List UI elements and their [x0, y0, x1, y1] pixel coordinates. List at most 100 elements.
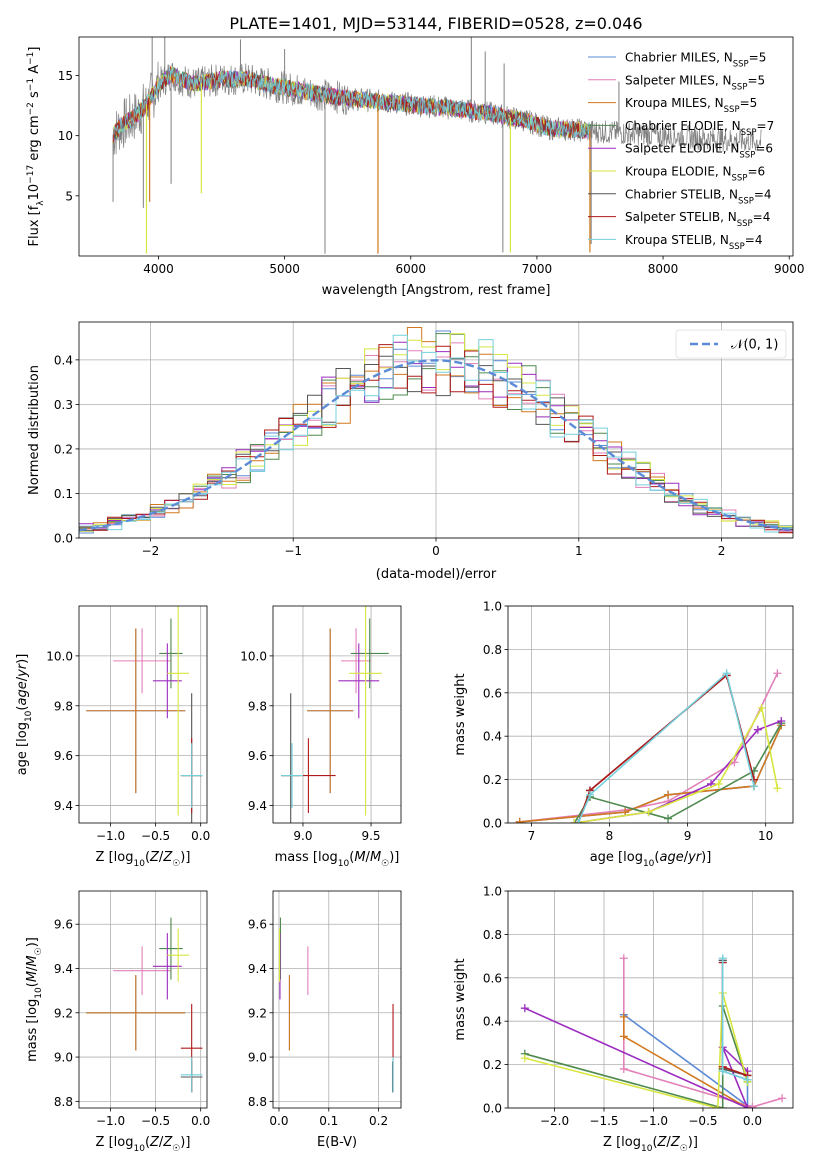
residual-panel: −2 −1 0 1 2 0.0 0.1 0.2 0.3 0.4 (data-model)/error… [27, 321, 794, 582]
y-tick-label: 9.6 [248, 918, 267, 932]
legend-label-chabrier_miles: Chabrier MILES, NSSP=5 [625, 51, 766, 70]
marker-salpeter_miles [619, 1064, 628, 1073]
x-tick-label: −1.0 [639, 1114, 668, 1128]
marker-kroupa_elodie [757, 703, 766, 712]
x-tick-label: 9 [684, 829, 692, 843]
legend-label-salpeter_miles: Salpeter MILES, NSSP=5 [625, 73, 765, 92]
marker-kroupa_stelib [743, 1075, 752, 1084]
y-tick-label: 9.6 [54, 918, 73, 932]
y-tick-label: 9.2 [248, 1006, 267, 1020]
y-tick-label: 0.6 [483, 686, 502, 700]
legend-box [675, 329, 787, 359]
axes-frame [78, 605, 208, 824]
y-tick-label: 10.0 [240, 649, 267, 663]
x-tick-label: 9.5 [361, 829, 380, 843]
y-tick-label: 9.4 [248, 799, 267, 813]
marker-kroupa_miles [664, 790, 673, 799]
panel-age-vs-Z: −1.0 −0.5 0.0 9.4 9.6 9.8 10.0 Z [log10(Z/Z☉)] a… [15, 605, 210, 869]
legend-label-chabrier_stelib: Chabrier STELIB, NSSP=4 [625, 187, 772, 206]
x-tick-label: 0.2 [369, 1114, 388, 1128]
y-tick-label: 10 [58, 129, 73, 143]
spectrum-lines [112, 37, 762, 254]
y-tick-label: 0.4 [483, 1015, 502, 1029]
y-tick-label: 9.6 [248, 749, 267, 763]
y-tick-label: 0.0 [483, 817, 502, 831]
errorbars [86, 917, 203, 1093]
y-tick-label: 9.8 [54, 699, 73, 713]
series-salpeter_elodie [524, 1007, 749, 1108]
y-tick-label: 5 [65, 189, 73, 203]
y-tick-label: 0.2 [483, 1058, 502, 1072]
panel-age-vs-mass: 9.0 9.5 9.4 9.6 9.8 10.0 mass [log10(M/M☉)] [240, 605, 402, 869]
marker-kroupa_elodie [713, 1104, 722, 1108]
x-tick-label: 8 [606, 829, 614, 843]
axes-frame [78, 36, 794, 257]
marker-salpeter_miles [619, 954, 628, 963]
x-axis-label: Z [log10(Z/Z☉)] [96, 1135, 191, 1154]
marker-kroupa_stelib [722, 669, 731, 678]
legend-label-kroupa_stelib: Kroupa STELIB, NSSP=4 [625, 233, 763, 252]
y-axis-label: Normed distribution [27, 365, 42, 495]
histogram-steps [79, 327, 793, 534]
y-tick-label: 0.2 [54, 442, 73, 456]
x-axis-label: wavelength [Angstrom, rest frame] [322, 283, 551, 298]
y-axis-label: mass [log10(M/M☉)] [25, 937, 44, 1062]
y-tick-label: 0.2 [483, 773, 502, 787]
y-tick-label: 0.4 [54, 353, 73, 367]
marker-kroupa_stelib [749, 782, 758, 791]
x-axis-label: Z [log10(Z/Z☉)] [603, 1135, 698, 1154]
marker-salpeter_elodie [753, 725, 762, 734]
axes-frame [507, 890, 794, 1109]
y-tick-label: 15 [58, 69, 73, 83]
x-tick-label: 7 [528, 829, 536, 843]
errorbars [278, 917, 394, 1093]
y-tick-label: 0.8 [483, 643, 502, 657]
y-tick-label: 8.8 [54, 1095, 73, 1109]
panels-layer: 4000 5000 6000 7000 8000 900051015wavelength … [15, 36, 804, 1154]
marker-salpeter_miles [773, 669, 782, 678]
y-tick-label: 0.4 [483, 730, 502, 744]
x-tick-label: 9.0 [293, 829, 312, 843]
x-tick-label: −0.5 [141, 1114, 170, 1128]
legend-label-salpeter_stelib: Salpeter STELIB, NSSP=4 [625, 210, 770, 229]
y-tick-label: 9.0 [248, 1051, 267, 1065]
y-tick-label: 0.1 [54, 487, 73, 501]
marker-kroupa_elodie [644, 808, 653, 817]
x-axis-label: (data-model)/error [376, 567, 497, 582]
marker-kroupa_stelib [718, 954, 727, 963]
y-tick-label: 1.0 [483, 600, 502, 614]
marker-kroupa_stelib [718, 1067, 727, 1076]
axes-frame [272, 605, 402, 824]
marker-kroupa_elodie [520, 1054, 529, 1063]
x-axis-label: E(B-V) [317, 1135, 357, 1150]
axes-frame [78, 321, 794, 539]
marker-salpeter_miles [778, 1094, 787, 1103]
x-tick-label: 2 [718, 544, 726, 558]
series-kroupa_elodie [524, 992, 749, 1108]
y-tick-label: 0.6 [483, 971, 502, 985]
legend-label-kroupa_miles: Kroupa MILES, NSSP=5 [625, 96, 757, 115]
spectrum-panel: 4000 5000 6000 7000 8000 9000 5 10 15 wavelength … [26, 36, 804, 298]
y-tick-label: 0.8 [483, 928, 502, 942]
marker-kroupa_elodie [570, 819, 579, 823]
marker-kroupa_miles [619, 1012, 628, 1021]
marker-chabrier_elodie [664, 814, 673, 823]
x-tick-label: 4000 [143, 262, 174, 276]
x-tick-label: −0.5 [141, 829, 170, 843]
y-tick-label: 0.3 [54, 398, 73, 412]
series-lines [515, 669, 786, 823]
marker-kroupa_miles [619, 1032, 628, 1041]
x-tick-label: 0.0 [269, 1114, 288, 1128]
legend-label-kroupa_elodie: Kroupa ELODIE, NSSP=6 [625, 165, 765, 184]
legend-label-chabrier_elodie: Chabrier ELODIE, NSSP=7 [625, 119, 774, 138]
series-lines [520, 954, 787, 1108]
y-tick-label: 9.4 [54, 799, 73, 813]
x-tick-label: 10 [758, 829, 773, 843]
y-axis-label: age [log10(age/yr)] [15, 654, 34, 776]
normal-curve [79, 359, 793, 532]
x-tick-label: 6000 [395, 262, 426, 276]
y-tick-label: 10.0 [46, 649, 73, 663]
panel-mass-vs-EBV: 0.0 0.1 0.2 8.8 9.0 9.2 9.4 9.6 E(B-V) [248, 890, 402, 1150]
figure-title: PLATE=1401, MJD=53144, FIBERID=0528, z=0… [229, 14, 642, 33]
x-tick-label: −2 [142, 544, 160, 558]
